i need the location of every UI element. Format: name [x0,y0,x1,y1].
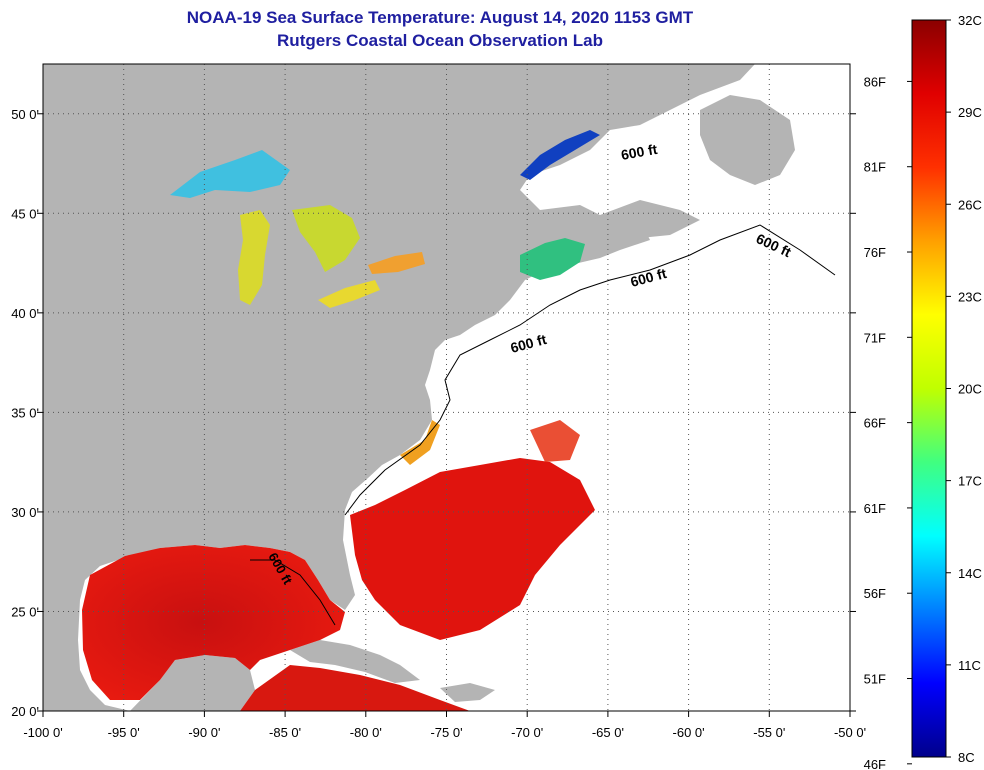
colorbar-f-label: 61F [864,501,886,516]
colorbar-f-label: 51F [864,672,886,687]
chart-title: NOAA-19 Sea Surface Temperature: August … [186,8,694,27]
colorbar-labels: 32C 29C 26C 23C 20C 17C 14C 11C 8C 86F 81F 76F 71F 66… [864,13,982,770]
lake-erie [318,280,380,308]
land-newfoundland [700,95,795,185]
lat-tick-label: 35 0' [11,405,39,420]
lat-tick-label: 40 0' [11,306,39,321]
atlantic-sst-scatter [530,420,580,462]
gulf-stream-edge [400,420,440,465]
colorbar-f-label: 66F [864,416,886,431]
colorbar-c-label: 17C [958,474,982,489]
st-lawrence-estuary [520,130,600,180]
isobath-600ft-line [344,224,836,516]
chart-subtitle: Rutgers Coastal Ocean Observation Lab [277,31,603,50]
lat-tick-label: 45 0' [11,206,39,221]
lon-tick-label: -65 0' [592,725,624,740]
land-yucatan [130,655,255,711]
isobath-600ft-gulf [250,559,336,626]
lon-tick-label: -60 0' [673,725,705,740]
land-nova-scotia [600,200,700,238]
colorbar-c-label: 26C [958,197,982,212]
lat-tick-label: 50 0' [11,107,39,122]
colorbar-c-label: 29C [958,105,982,120]
lon-tick-label: -90 0' [188,725,220,740]
colorbar-c-label: 11C [958,658,981,673]
lake-michigan [238,210,270,305]
land-hispaniola [440,683,495,702]
lon-tick-label: -55 0' [753,725,785,740]
isobath-label-1: 600 ft [620,141,659,163]
colorbar-c-label: 8C [958,750,975,765]
colorbar [911,19,947,758]
land-north-america [43,64,755,711]
colorbar-c-label: 14C [958,566,982,581]
lon-tick-label: -50 0' [834,725,866,740]
lon-tick-label: -100 0' [23,725,62,740]
gulf-of-maine-sst [520,238,585,280]
colorbar-c-label: 23C [958,289,982,304]
gulf-of-mexico-sst [82,545,345,700]
land-cuba [290,640,420,683]
colorbar-c-label: 20C [958,382,982,397]
colorbar-f-label: 86F [864,74,886,89]
colorbar-f-label: 76F [864,245,886,260]
atlantic-sst-patch [350,458,595,640]
lon-tick-label: -70 0' [511,725,543,740]
colorbar-f-label: 81F [864,160,886,175]
lon-tick-label: -75 0' [430,725,462,740]
lon-tick-label: -80 0' [350,725,382,740]
colorbar-f-label: 46F [864,757,886,770]
lon-tick-label: -95 0' [108,725,140,740]
lat-tick-label: 20 0' [11,704,39,719]
colorbar-f-label: 56F [864,586,886,601]
lake-ontario [368,252,425,274]
lake-superior [170,150,290,198]
colorbar-f-label: 71F [864,330,886,345]
lat-tick-label: 30 0' [11,505,39,520]
lon-tick-label: -85 0' [269,725,301,740]
lake-huron [292,205,360,272]
colorbar-c-label: 32C [958,13,982,28]
map-axes: -100 0' -95 0' -90 0' -85 0' -80 0' -75 0' -70… [11,107,866,740]
lat-tick-label: 25 0' [11,604,39,619]
caribbean-sst [240,665,470,711]
